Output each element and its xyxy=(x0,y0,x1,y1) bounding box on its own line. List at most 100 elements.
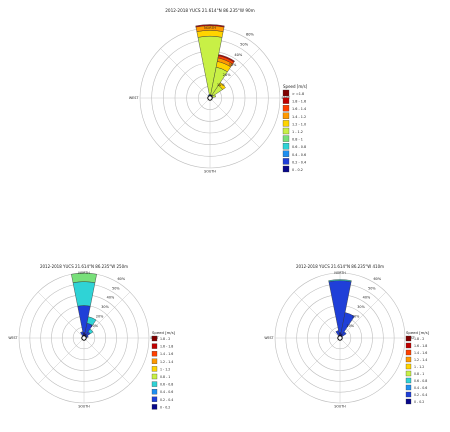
legend-swatch xyxy=(405,342,412,349)
windrose-2: 2012-2018 YUCS 21.614°N 86.235°W 250m 10%… xyxy=(8,264,176,410)
sector-0-stack-3 xyxy=(71,272,97,283)
chart-title: 2012-2018 YUCS 21.614°N 86.235°W 410m xyxy=(296,264,384,269)
center-marker xyxy=(81,335,87,341)
legend-swatch xyxy=(151,358,158,364)
radial-label: 60% xyxy=(246,33,255,37)
legend-label: 1 - 1.2 xyxy=(160,367,170,371)
radial-label: 30% xyxy=(357,305,365,309)
legend-label: 0.6 - 0.8 xyxy=(160,383,173,387)
legend-label: 0.2 - 0.4 xyxy=(292,160,306,164)
legend-title: Speed [m/s] xyxy=(152,330,176,335)
radial-label: 20% xyxy=(223,73,232,77)
legend-label: 0.6 - 0.8 xyxy=(414,379,427,383)
radial-label: 50% xyxy=(368,286,376,290)
radial-label: 20% xyxy=(96,315,104,319)
legend-label: 0 - 0.2 xyxy=(160,405,170,409)
radial-label: 10% xyxy=(90,324,98,328)
legend-label: 1.6 - 1.8 xyxy=(160,345,173,349)
legend-swatch xyxy=(405,356,412,363)
legend-swatch xyxy=(151,373,158,380)
legend-swatch xyxy=(151,381,158,387)
legend-label: 0.6 - 0.8 xyxy=(292,145,306,149)
grid-spoke xyxy=(339,337,387,385)
radial-label: 50% xyxy=(112,286,120,290)
grid-spoke xyxy=(339,291,387,339)
windrose-3: 2012-2018 YUCS 21.614°N 86.235°W 410m 10%… xyxy=(264,264,429,409)
grid-spoke xyxy=(37,337,85,385)
legend-label: 1.4 - 1.6 xyxy=(414,351,427,355)
legend-label: 0.2 - 0.4 xyxy=(414,393,427,397)
direction-south: SOUTH xyxy=(334,405,346,409)
legend-label: 0.4 - 0.6 xyxy=(414,386,427,390)
legend-swatch xyxy=(282,120,290,127)
legend-swatch xyxy=(282,127,290,135)
legend-label: 1.8 - 1.6 xyxy=(292,100,306,104)
direction-north: NORTH xyxy=(78,271,90,275)
legend-title: Speed [m/s] xyxy=(406,330,430,335)
legend-swatch xyxy=(282,112,290,119)
legend-label: 1.4 - 1.2 xyxy=(292,115,306,119)
legend-swatch xyxy=(151,389,158,395)
legend-label: 0 - 0.2 xyxy=(414,400,424,404)
grid-spoke xyxy=(209,97,260,148)
legend-swatch xyxy=(151,351,158,357)
legend: Speed [m/s] 1.8 - 2 1.6 - 1.8 1.4 - 1.6 1.2 … xyxy=(151,330,176,410)
legend-label: 1 - 1.2 xyxy=(414,365,424,369)
legend-label: 0 - 0.2 xyxy=(292,168,303,172)
legend-label: 0.2 - 0.4 xyxy=(160,398,173,402)
radial-label: 60% xyxy=(374,277,382,281)
grid-spoke xyxy=(293,291,341,339)
radial-label: 40% xyxy=(234,53,243,57)
legend-swatch xyxy=(151,404,158,410)
direction-south: SOUTH xyxy=(78,405,90,409)
legend-label: 0.8 - 1 xyxy=(292,138,303,142)
direction-west: WEST xyxy=(264,336,273,340)
legend-swatch xyxy=(405,384,412,391)
grid-spoke xyxy=(83,337,131,385)
legend-label: 1.2 - 1.4 xyxy=(414,358,427,362)
direction-north: NORTH xyxy=(204,26,216,30)
sector-1-stack-1 xyxy=(340,312,355,335)
radial-label: 10% xyxy=(217,83,226,87)
legend-swatch xyxy=(405,398,412,405)
legend-swatch xyxy=(282,135,290,142)
direction-north: NORTH xyxy=(334,271,346,275)
legend: Speed [m/s] 1.8 - 2 1.6 - 1.8 1.4 - 1.6 1.2 … xyxy=(405,330,430,405)
sector-3-stack-1 xyxy=(335,330,340,336)
sector-0-stack-2 xyxy=(196,30,224,38)
radial-label: 30% xyxy=(229,63,238,67)
legend-label: 0.4 - 0.6 xyxy=(292,153,306,157)
legend-swatch xyxy=(282,89,290,97)
legend-swatch xyxy=(405,370,412,377)
direction-south: SOUTH xyxy=(204,170,216,174)
legend-label: > =1.8 xyxy=(292,92,304,96)
legend-swatch xyxy=(151,343,158,349)
radial-label: 20% xyxy=(352,315,360,319)
legend-label: 1.4 - 1.6 xyxy=(160,352,173,356)
legend-swatch xyxy=(282,165,290,173)
legend: Speed [m/s] > =1.8 1.8 - 1.6 1.6 - 1.4 1.4 -… xyxy=(282,84,308,173)
legend-swatch xyxy=(151,335,158,342)
sector-0-stack-2 xyxy=(328,279,352,282)
legend-swatch xyxy=(282,105,290,112)
legend-swatch xyxy=(405,349,412,356)
legend-label: 1.2 - 1.0 xyxy=(292,122,306,126)
grid-spoke xyxy=(160,48,211,99)
sector-1-stack-2 xyxy=(86,316,97,326)
legend-label: 1.2 - 1.4 xyxy=(160,360,173,364)
center-marker xyxy=(207,95,213,101)
windrose-1: 2012-2018 YUCS 21.614°N 86.235°W 90m 10% 2… xyxy=(129,8,308,174)
legend-swatch xyxy=(282,150,290,157)
grid-spoke xyxy=(37,291,85,339)
legend-label: 1.6 - 1.4 xyxy=(292,107,306,111)
legend-label: 1.6 - 1.8 xyxy=(414,344,427,348)
legend-label: 1.8 - 2 xyxy=(414,337,424,341)
legend-swatch xyxy=(282,97,290,104)
sector-0-stack-2 xyxy=(72,281,96,307)
legend-label: 1 - 1.2 xyxy=(292,130,303,134)
grid-spoke xyxy=(160,97,211,148)
legend-swatch xyxy=(405,377,412,384)
sector-2-stack-2 xyxy=(87,328,94,335)
legend-label: 1.8 - 2 xyxy=(160,337,170,341)
